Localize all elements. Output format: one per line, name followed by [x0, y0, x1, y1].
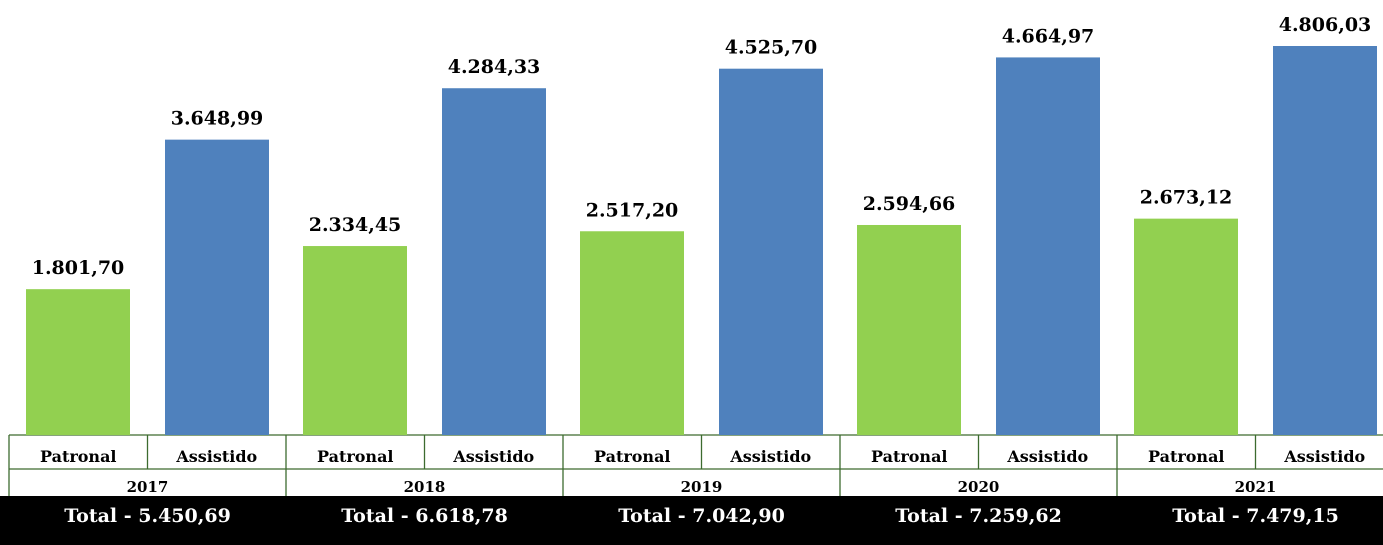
category-label: Patronal [1148, 447, 1225, 466]
total-label: Total - 7.479,15 [1172, 505, 1339, 527]
data-label: 1.801,70 [32, 257, 125, 279]
total-label: Total - 7.259,62 [895, 505, 1062, 527]
data-label: 3.648,99 [171, 108, 264, 130]
year-label: 2020 [958, 478, 1000, 496]
data-label: 4.664,97 [1002, 25, 1095, 47]
data-label: 2.517,20 [586, 199, 679, 221]
bar-patronal-2018 [303, 246, 407, 435]
category-label: Assistido [1283, 447, 1365, 466]
data-label: 2.594,66 [863, 193, 956, 215]
category-label: Assistido [452, 447, 534, 466]
category-label: Patronal [40, 447, 117, 466]
category-label: Patronal [594, 447, 671, 466]
category-label: Patronal [871, 447, 948, 466]
total-band [0, 496, 1383, 545]
category-label: Assistido [1006, 447, 1088, 466]
data-label: 2.673,12 [1140, 187, 1233, 209]
bar-patronal-2020 [857, 224, 961, 435]
bar-assistido-2017 [165, 139, 269, 435]
category-label: Patronal [317, 447, 394, 466]
bar-patronal-2019 [580, 231, 684, 435]
bar-assistido-2019 [719, 68, 823, 435]
year-label: 2018 [404, 478, 446, 496]
total-label: Total - 7.042,90 [618, 505, 785, 527]
data-label: 4.284,33 [448, 56, 541, 78]
year-label: 2019 [681, 478, 723, 496]
bar-patronal-2021 [1134, 218, 1238, 435]
bar-assistido-2021 [1273, 46, 1377, 435]
category-label: Assistido [729, 447, 811, 466]
total-label: Total - 6.618,78 [341, 505, 508, 527]
year-label: 2017 [127, 478, 169, 496]
year-label: 2021 [1235, 478, 1277, 496]
category-label: Assistido [175, 447, 257, 466]
data-label: 2.334,45 [309, 214, 402, 236]
total-label: Total - 5.450,69 [64, 505, 231, 527]
data-label: 4.806,03 [1279, 14, 1372, 36]
data-label: 4.525,70 [725, 37, 818, 59]
bar-patronal-2017 [26, 289, 130, 435]
bar-assistido-2020 [996, 57, 1100, 436]
bar-assistido-2018 [442, 88, 546, 436]
